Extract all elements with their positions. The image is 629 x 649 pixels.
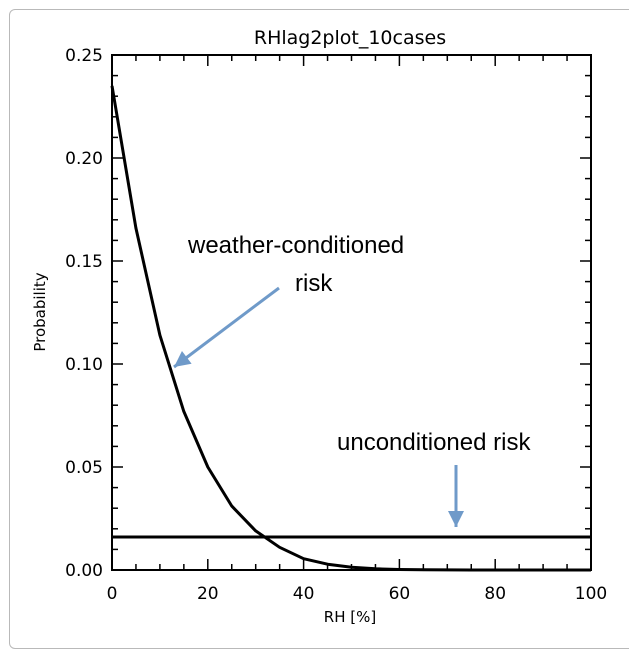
x-tick-label: 40 xyxy=(293,584,315,604)
y-tick-label: 0.15 xyxy=(65,252,103,272)
y-tick-label: 0.00 xyxy=(65,561,103,581)
x-tick-label: 60 xyxy=(389,584,411,604)
plot-frame xyxy=(111,54,592,571)
y-tick-label: 0.20 xyxy=(65,149,103,169)
x-tick-label: 0 xyxy=(107,584,118,604)
weather-risk-arrow-head xyxy=(174,350,192,367)
weather-annotation-line1: weather-conditioned xyxy=(187,232,404,259)
unconditioned-annotation: unconditioned risk xyxy=(337,429,531,456)
weather-risk-arrow-shaft xyxy=(173,286,280,369)
y-tick-label: 0.10 xyxy=(65,355,103,375)
chart-title: RHlag2plot_10cases xyxy=(254,27,446,49)
y-axis-label: Probability xyxy=(31,272,49,351)
y-tick-label: 0.05 xyxy=(65,458,103,478)
x-tick-label: 100 xyxy=(575,584,607,604)
unconditioned-risk-arrow-head xyxy=(448,511,464,527)
x-tick-label: 20 xyxy=(197,584,219,604)
weather-annotation-line2: risk xyxy=(295,270,333,297)
x-axis-label: RH [%] xyxy=(324,608,376,625)
y-tick-label: 0.25 xyxy=(65,46,103,66)
weather-conditioned-risk-line xyxy=(110,85,591,572)
chart: RHlag2plot_10cases Probability RH [%] we… xyxy=(31,27,607,625)
x-tick-label: 80 xyxy=(484,584,506,604)
